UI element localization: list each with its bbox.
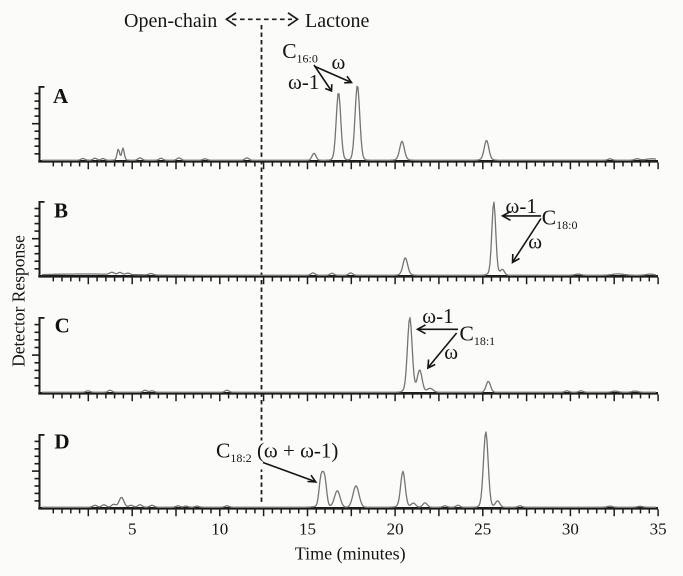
svg-text:ω: ω	[332, 50, 346, 74]
svg-text:25: 25	[474, 519, 491, 538]
svg-text:20: 20	[387, 519, 404, 538]
svg-text:ω-1: ω-1	[506, 194, 537, 218]
svg-text:ω-1: ω-1	[422, 304, 453, 328]
svg-text:ω-1: ω-1	[288, 70, 319, 94]
svg-text:30: 30	[562, 519, 579, 538]
svg-text:5: 5	[128, 519, 137, 538]
svg-text:15: 15	[299, 519, 316, 538]
svg-text:ω: ω	[444, 340, 458, 364]
svg-text:B: B	[54, 199, 68, 223]
svg-text:Time (minutes): Time (minutes)	[295, 544, 406, 565]
svg-text:A: A	[53, 84, 69, 108]
svg-text:D: D	[54, 430, 69, 454]
svg-text:35: 35	[650, 519, 667, 538]
svg-text:C: C	[55, 314, 70, 338]
svg-text:10: 10	[211, 519, 228, 538]
svg-text:Open-chain: Open-chain	[124, 10, 217, 32]
svg-text:ω: ω	[528, 230, 542, 254]
svg-text:Lactone: Lactone	[305, 10, 370, 32]
svg-text:Detector Response: Detector Response	[9, 235, 29, 367]
